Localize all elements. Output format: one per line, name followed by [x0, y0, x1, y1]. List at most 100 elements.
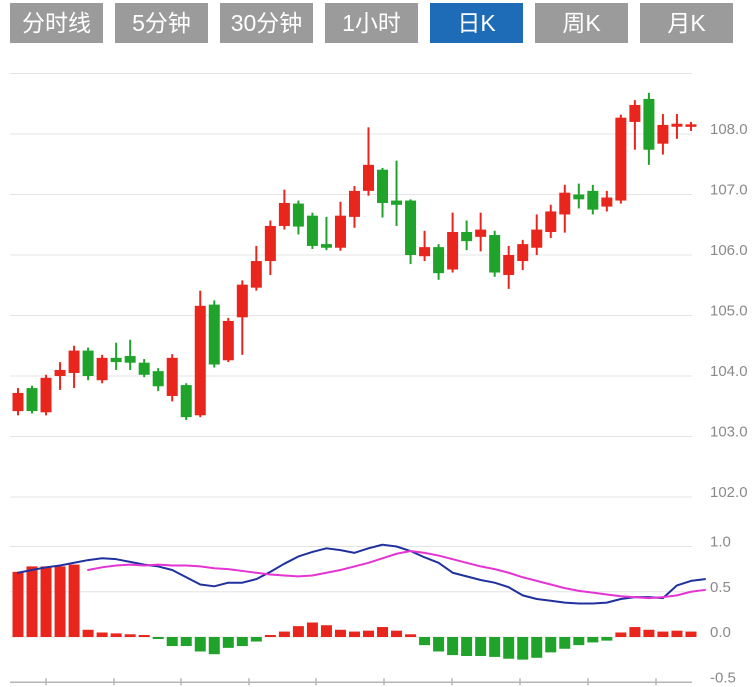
dif-line [17, 543, 706, 605]
macd-histogram-bar [348, 631, 360, 637]
candle-body [377, 169, 389, 203]
candle-wick [367, 127, 370, 196]
macd-histogram-bar [573, 637, 585, 646]
macd-histogram-bar [517, 637, 529, 660]
candle-body [391, 200, 403, 205]
macd-histogram-bar [138, 635, 150, 637]
candle-body [152, 371, 164, 387]
macd-histogram-bar [489, 637, 501, 657]
candle-body [40, 377, 52, 413]
macd-histogram-bar [657, 631, 669, 637]
price-axis-label: 103.0 [710, 424, 748, 441]
tab-daily-k[interactable]: 日K [430, 3, 523, 43]
candle-body [517, 244, 529, 262]
candle-body [12, 392, 24, 412]
price-axis-label: 102.0 [710, 484, 748, 501]
candle-body [236, 284, 248, 318]
candle-body [545, 211, 557, 233]
candle-body [82, 350, 94, 376]
candle-body [587, 190, 599, 210]
macd-axis-label: -0.5 [710, 669, 736, 686]
macd-histogram-bar [250, 637, 262, 642]
candle-body [447, 232, 459, 270]
macd-histogram-bar [671, 630, 683, 637]
price-axis-label: 108.0 [710, 121, 748, 138]
candle-wick [241, 280, 244, 355]
candle-body [573, 194, 585, 200]
macd-histogram-bar [503, 637, 515, 659]
macd-histogram-bar [222, 637, 234, 648]
candle-body [461, 232, 473, 242]
candle-wick [129, 339, 132, 370]
candle-body [643, 98, 655, 150]
macd-axis-label: 0.0 [710, 624, 731, 641]
price-axis-label: 107.0 [710, 182, 748, 199]
macd-histogram-bar [166, 637, 178, 647]
macd-histogram-bar [615, 632, 627, 637]
dea-line [87, 550, 706, 600]
candle-body [475, 229, 487, 237]
candle-body [363, 164, 374, 191]
macd-histogram-bar [531, 637, 543, 658]
macd-histogram-bar [236, 637, 248, 647]
macd-histogram-bar [405, 634, 417, 637]
candle-body [334, 215, 346, 248]
macd-histogram-bar [601, 637, 613, 641]
tab-monthly-k[interactable]: 月K [640, 3, 733, 43]
macd-histogram-bar [685, 631, 697, 637]
macd-histogram-bar [208, 637, 220, 655]
candle-body [194, 305, 206, 416]
macd-histogram-bar [433, 637, 445, 652]
macd-histogram-bar [54, 566, 66, 637]
candle-wick [633, 100, 636, 150]
macd-histogram-bar [629, 627, 641, 637]
tab-30min[interactable]: 30分钟 [220, 3, 313, 43]
candle-body [320, 244, 332, 248]
candle-body [26, 388, 38, 412]
price-axis-label: 105.0 [710, 303, 748, 320]
macd-axis-label: 1.0 [710, 534, 731, 551]
candle-body [166, 357, 178, 396]
candle-body [503, 255, 515, 275]
candle-body [96, 357, 108, 381]
macd-histogram-bar [377, 627, 389, 637]
macd-histogram-bar [264, 635, 276, 637]
period-tabbar: 分时线 5分钟 30分钟 1小时 日K 周K 月K [10, 3, 733, 43]
macd-histogram-bar [82, 629, 94, 637]
macd-histogram-bar [391, 630, 403, 637]
candle-body [208, 304, 220, 365]
candle-body [264, 225, 276, 262]
candle-wick [423, 230, 426, 262]
macd-histogram-bar [320, 625, 332, 637]
macd-histogram-bar [180, 637, 192, 647]
candle-body [180, 385, 192, 418]
macd-histogram-bar [334, 629, 346, 637]
macd-histogram-bar [545, 637, 557, 653]
tab-weekly-k[interactable]: 周K [535, 3, 628, 43]
macd-histogram-bar [152, 637, 164, 639]
macd-histogram-bar [12, 571, 24, 637]
candle-body [110, 357, 122, 363]
tab-1hour[interactable]: 1小时 [325, 3, 418, 43]
macd-histogram-bar [461, 637, 473, 657]
tab-timeline[interactable]: 分时线 [10, 3, 103, 43]
price-axis-label: 104.0 [710, 363, 748, 380]
candle-body [306, 215, 318, 246]
macd-axis-label: 0.5 [710, 579, 731, 596]
candle-body [138, 362, 150, 375]
tab-5min[interactable]: 5分钟 [115, 3, 208, 43]
candle-body [657, 124, 669, 144]
candle-body [348, 190, 360, 217]
candle-body [489, 235, 501, 273]
candle-body [278, 202, 290, 226]
macd-histogram-bar [306, 622, 318, 637]
macd-histogram-bar [26, 566, 38, 637]
candle-body [419, 247, 431, 257]
macd-histogram-bar [278, 631, 290, 637]
macd-histogram-bar [419, 637, 431, 646]
macd-histogram-bar [96, 632, 108, 637]
candle-body [685, 124, 697, 127]
macd-histogram-bar [363, 630, 374, 637]
candle-wick [325, 216, 328, 251]
